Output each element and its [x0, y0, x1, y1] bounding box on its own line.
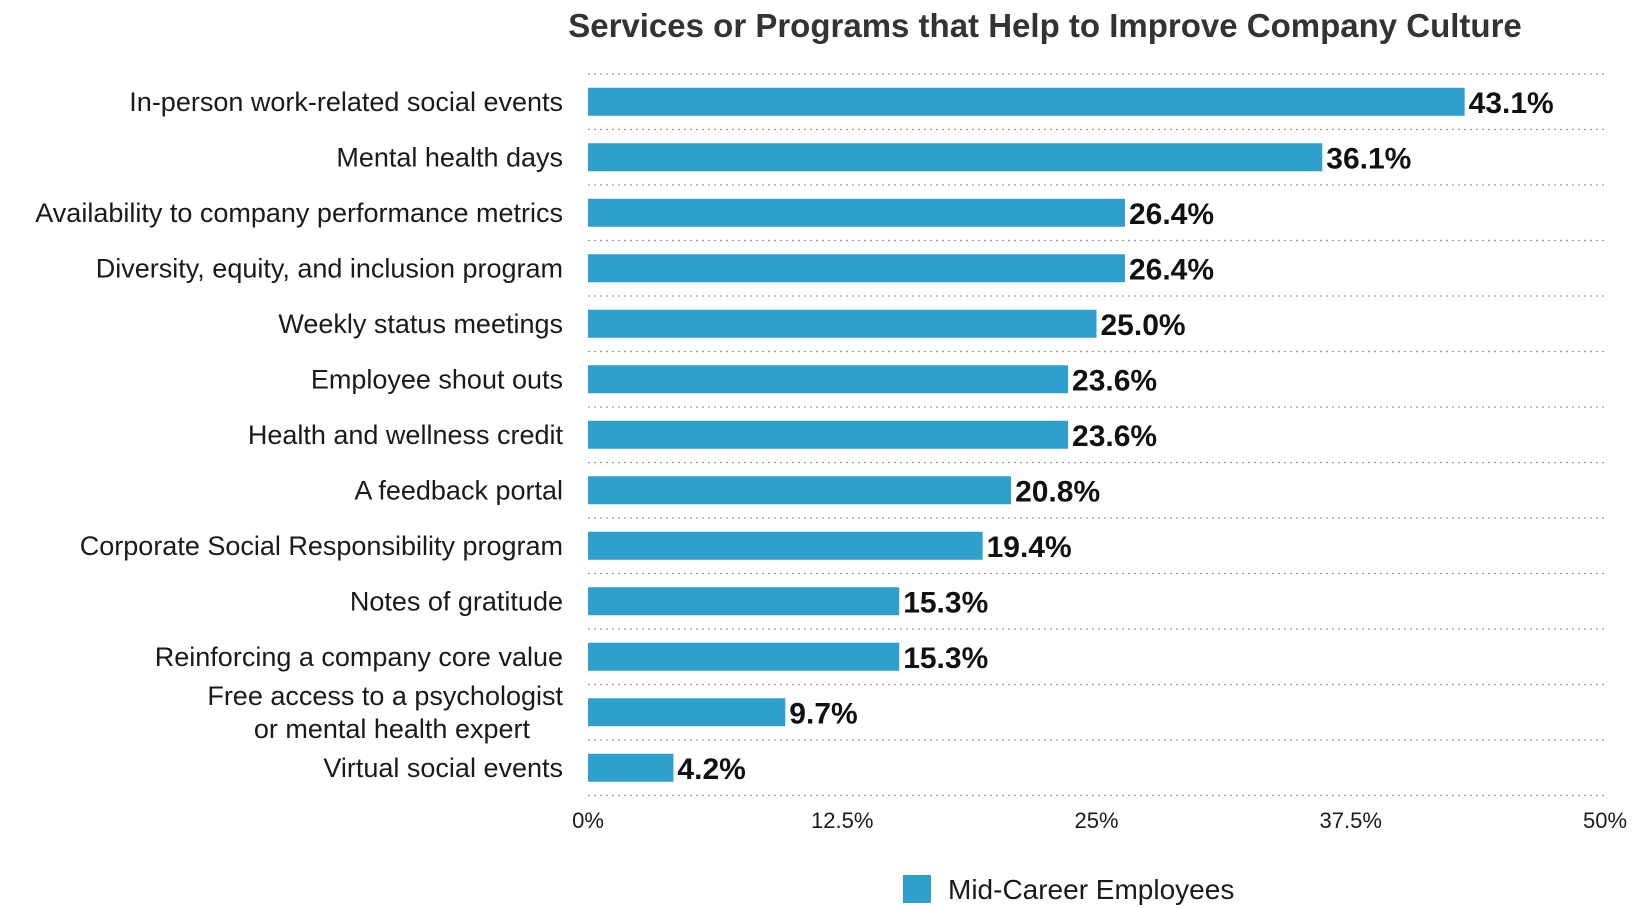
value-label: 26.4%	[1129, 253, 1214, 286]
value-label: 15.3%	[903, 642, 988, 675]
legend-swatch	[903, 875, 931, 903]
category-label: Weekly status meetings	[278, 309, 563, 339]
x-tick-label: 0%	[572, 808, 604, 833]
category-label: Employee shout outs	[311, 364, 563, 394]
category-label: Diversity, equity, and inclusion program	[96, 253, 563, 283]
value-label: 15.3%	[903, 586, 988, 619]
bar	[588, 365, 1069, 394]
legend: Mid-Career Employees	[903, 874, 1234, 905]
value-label: 43.1%	[1469, 87, 1554, 120]
bar	[588, 642, 900, 671]
category-label: Virtual social events	[323, 753, 563, 783]
x-tick-label: 50%	[1583, 808, 1627, 833]
bar	[588, 87, 1465, 116]
value-label: 20.8%	[1015, 475, 1100, 508]
bar	[588, 420, 1069, 449]
value-label: 19.4%	[987, 531, 1072, 564]
x-tick-label: 37.5%	[1320, 808, 1382, 833]
chart-title: Services or Programs that Help to Improv…	[568, 7, 1522, 44]
bar	[588, 254, 1125, 283]
x-tick-label: 12.5%	[811, 808, 873, 833]
value-label: 25.0%	[1101, 309, 1186, 342]
value-labels: 43.1% 36.1% 26.4% 26.4% 25.0% 23.6% 23.6% 20.8%…	[677, 87, 1553, 786]
bar	[588, 587, 900, 616]
bar	[588, 309, 1097, 338]
category-label: Health and wellness credit	[248, 420, 564, 450]
value-label: 36.1%	[1326, 142, 1411, 175]
value-label: 4.2%	[677, 753, 745, 786]
category-label: A feedback portal	[354, 475, 563, 505]
bar	[588, 698, 786, 727]
value-label: 23.6%	[1072, 420, 1157, 453]
x-axis-ticks: 0% 12.5% 25% 37.5% 50%	[572, 808, 1627, 833]
category-label: In-person work-related social events	[129, 87, 563, 117]
legend-label: Mid-Career Employees	[948, 874, 1234, 905]
category-label: Corporate Social Responsibility program	[80, 531, 563, 561]
bars	[588, 87, 1465, 782]
value-label: 9.7%	[789, 697, 857, 730]
value-label: 23.6%	[1072, 364, 1157, 397]
category-labels: In-person work-related social events Ment…	[35, 87, 563, 783]
category-label: Availability to company performance metr…	[35, 198, 563, 228]
bar	[588, 198, 1125, 227]
value-label: 26.4%	[1129, 198, 1214, 231]
bar	[588, 753, 674, 782]
bar	[588, 143, 1323, 172]
grid-lines	[588, 73, 1605, 797]
category-label: Reinforcing a company core value	[155, 642, 563, 672]
category-label: Notes of gratitude	[350, 586, 563, 616]
bar	[588, 476, 1012, 505]
bar	[588, 531, 983, 560]
category-label: Free access to a psychologist or mental h…	[207, 681, 563, 744]
category-label: Mental health days	[336, 142, 563, 172]
x-tick-label: 25%	[1074, 808, 1118, 833]
